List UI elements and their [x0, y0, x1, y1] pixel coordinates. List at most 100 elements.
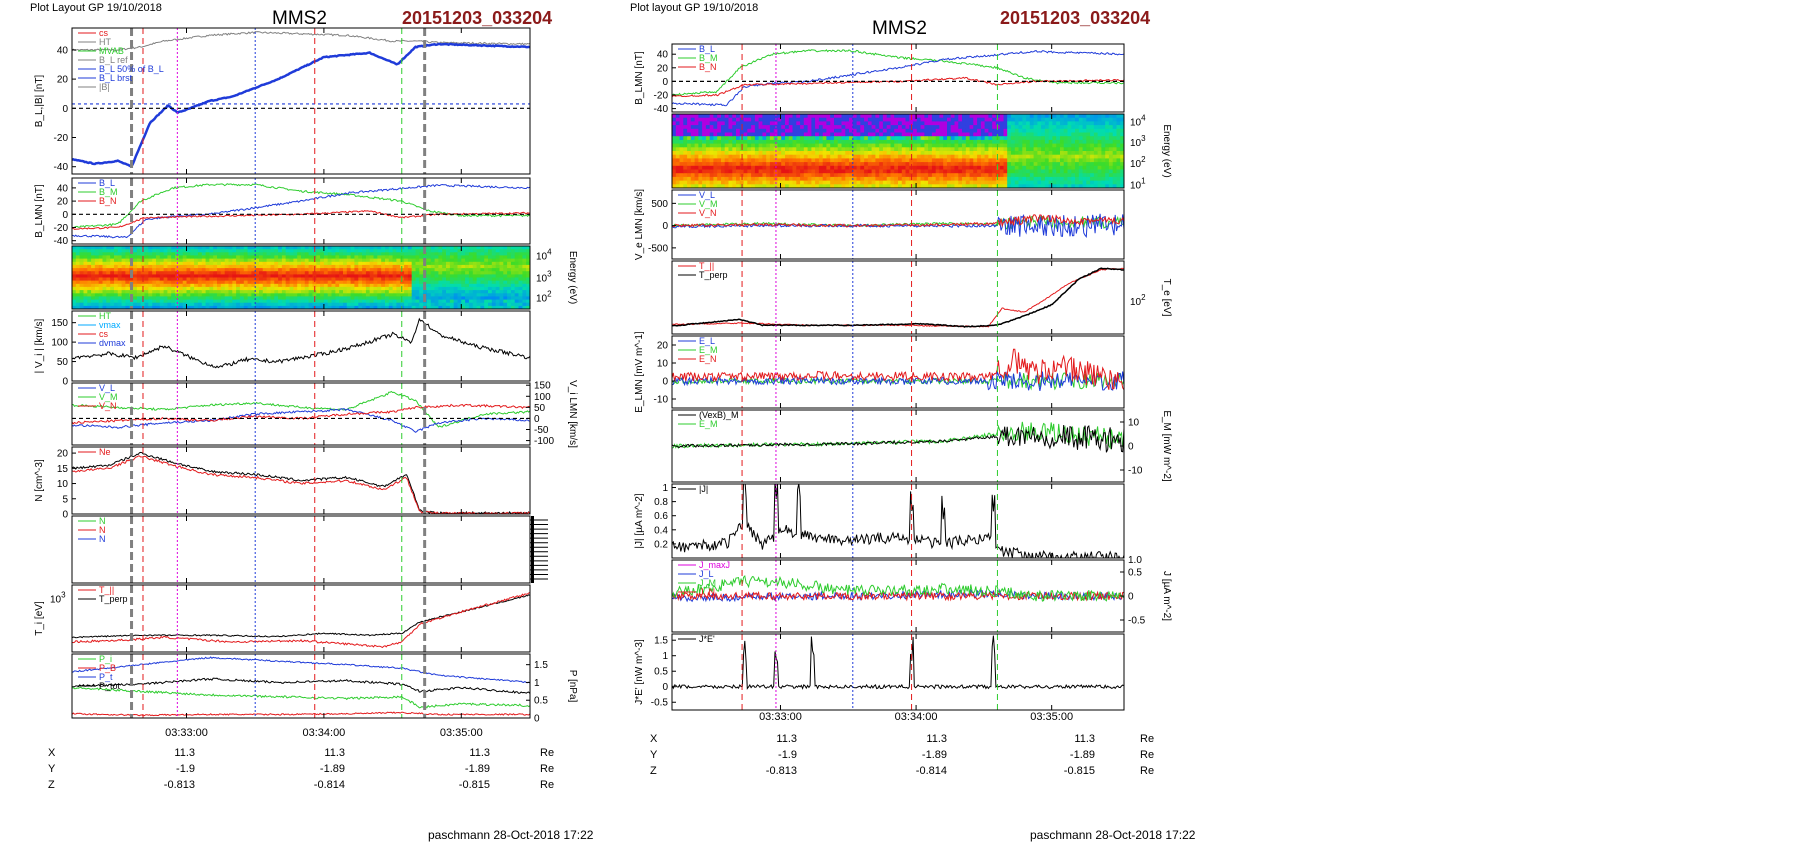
spectrogram-cell	[864, 173, 868, 177]
spectrogram-cell	[672, 133, 676, 137]
spectrogram-cell	[717, 162, 721, 166]
spectrogram-cell	[955, 170, 959, 174]
spectrogram-cell	[1068, 166, 1072, 170]
spectrogram-cell	[966, 151, 970, 155]
y-tick-label: 20	[57, 197, 69, 208]
spectrogram-cell	[1079, 170, 1083, 174]
spectrogram-cell	[906, 147, 910, 151]
spectrogram-cell	[1056, 114, 1060, 118]
blmn-panel-r-series-2	[672, 77, 1124, 97]
spectrogram-cell	[826, 118, 830, 122]
spectrogram-cell	[932, 147, 936, 151]
spectrogram-cell	[759, 136, 763, 140]
spectrogram-cell	[894, 121, 898, 125]
spectrogram-cell	[830, 173, 834, 177]
spectrogram-cell	[717, 136, 721, 140]
spectrogram-cell	[1000, 166, 1004, 170]
spectrogram-cell	[875, 140, 879, 144]
spectrogram-cell	[1086, 162, 1090, 166]
spectrogram-cell	[932, 121, 936, 125]
spectrogram-cell	[1019, 144, 1023, 148]
spectrogram-cell	[985, 155, 989, 159]
spectrogram-cell	[793, 177, 797, 181]
spectrogram-cell	[1011, 147, 1015, 151]
spectrogram-cell	[985, 121, 989, 125]
spectrogram-cell	[747, 121, 751, 125]
spectrogram-cell	[943, 177, 947, 181]
spectrogram-cell	[672, 121, 676, 125]
spectrogram-cell	[966, 158, 970, 162]
spectrogram-cell	[887, 144, 891, 148]
spectrogram-cell	[883, 121, 887, 125]
spectrogram-cell	[781, 144, 785, 148]
spectrogram-cell	[762, 147, 766, 151]
spectrogram-cell	[1041, 114, 1045, 118]
spectrogram-cell	[1064, 151, 1068, 155]
spectrogram-cell	[808, 151, 812, 155]
spectrogram-cell	[951, 158, 955, 162]
spectrogram-cell	[759, 129, 763, 133]
spectrogram-cell	[747, 177, 751, 181]
spectrogram-cell	[793, 129, 797, 133]
spectrogram-cell	[988, 155, 992, 159]
spectrogram-cell	[815, 114, 819, 118]
spectrogram-cell	[887, 114, 891, 118]
ephemeris-value: 11.3	[324, 747, 345, 759]
spectrogram-cell	[872, 147, 876, 151]
spectrogram-cell	[826, 181, 830, 185]
spectrogram-cell	[977, 155, 981, 159]
spectrogram-cell	[725, 173, 729, 177]
spectrogram-cell	[860, 151, 864, 155]
spectrogram-cell	[781, 133, 785, 137]
spectrogram-cell	[1011, 173, 1015, 177]
spectrogram-cell	[717, 129, 721, 133]
spectrogram-cell	[928, 151, 932, 155]
spectrogram-cell	[1011, 114, 1015, 118]
spectrogram-cell	[1052, 114, 1056, 118]
spectrogram-cell	[838, 155, 842, 159]
spectrogram-cell	[770, 162, 774, 166]
spectrogram-cell	[1068, 151, 1072, 155]
spectrogram-cell	[751, 173, 755, 177]
spectrogram-cell	[785, 136, 789, 140]
spectrogram-cell	[1064, 140, 1068, 144]
blmn-panel-series-1	[72, 185, 530, 238]
spectrogram-cell	[894, 151, 898, 155]
spectrogram-cell	[691, 173, 695, 177]
spectrogram-cell	[717, 125, 721, 129]
spectrogram-cell	[785, 173, 789, 177]
spectrogram-cell	[898, 173, 902, 177]
spectrogram-cell	[762, 162, 766, 166]
y-tick-label: 103	[50, 590, 66, 605]
y-tick-label: 100	[534, 392, 551, 403]
spectrogram-cell	[1030, 151, 1034, 155]
spectrogram-cell	[1052, 121, 1056, 125]
spectrogram-cell	[872, 133, 876, 137]
y-tick-label: 0	[62, 377, 68, 388]
spectrogram-cell	[808, 133, 812, 137]
spectrogram-cell	[1075, 125, 1079, 129]
spectrogram-cell	[683, 133, 687, 137]
spectrogram-cell	[1041, 118, 1045, 122]
spectrogram-cell	[717, 151, 721, 155]
spectrogram-cell	[830, 125, 834, 129]
spectrogram-cell	[988, 166, 992, 170]
spectrogram-cell	[894, 166, 898, 170]
spectrogram-cell	[751, 181, 755, 185]
spectrogram-cell	[808, 129, 812, 133]
spectrogram-cell	[928, 140, 932, 144]
spectrogram-cell	[672, 177, 676, 181]
spectrogram-cell	[1052, 133, 1056, 137]
spectrogram-cell	[1086, 121, 1090, 125]
spectrogram-cell	[796, 158, 800, 162]
spectrogram-cell	[943, 114, 947, 118]
spectrogram-cell	[1068, 125, 1072, 129]
spectrogram-cell	[1079, 181, 1083, 185]
spectrogram-cell	[1007, 155, 1011, 159]
spectrogram-cell	[804, 170, 808, 174]
spectrogram-cell	[781, 121, 785, 125]
spectrogram-cell	[683, 155, 687, 159]
spectrogram-cell	[1011, 140, 1015, 144]
spectrogram-cell	[883, 147, 887, 151]
spectrogram-cell	[770, 177, 774, 181]
